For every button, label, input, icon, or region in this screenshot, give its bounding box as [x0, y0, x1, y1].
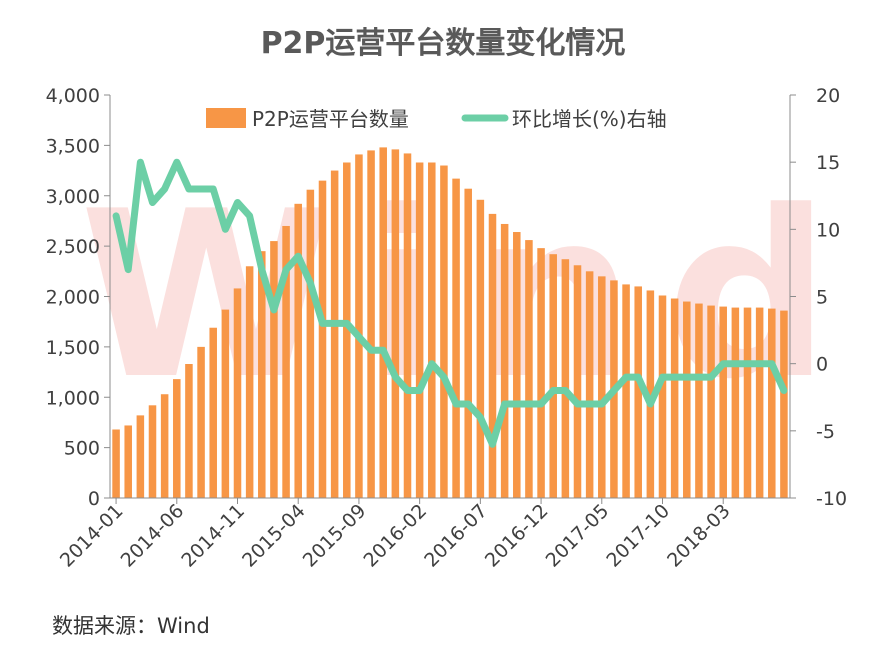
bar-2014-02	[124, 425, 132, 498]
bar-2017-07	[622, 284, 630, 498]
bar-2014-06	[173, 379, 181, 498]
bar-2017-02	[561, 259, 570, 498]
legend-swatch-bars	[206, 108, 246, 128]
left-tick-label: 1,500	[46, 337, 100, 359]
bar-2014-01	[112, 429, 120, 498]
bar-2014-08	[197, 346, 205, 498]
bar-2016-02	[415, 162, 424, 498]
bar-2014-05	[160, 394, 169, 498]
bar-2016-10	[513, 232, 521, 498]
line-series	[112, 158, 788, 448]
bar-2017-11	[670, 298, 679, 498]
source-note: 数据来源：Wind	[52, 614, 210, 638]
right-tick-label: 10	[816, 219, 840, 241]
bar-2018-01	[695, 303, 703, 498]
bar-2017-04	[585, 271, 594, 498]
bar-2018-05	[743, 307, 752, 498]
bar-2017-01	[549, 254, 557, 498]
left-tick-label: 0	[88, 488, 100, 510]
bar-2015-02	[270, 241, 278, 498]
x-tick-label: 2017-10	[602, 500, 674, 572]
bar-2015-09	[355, 154, 363, 498]
bar-2014-03	[136, 415, 145, 498]
left-tick-label: 500	[64, 438, 100, 460]
left-tick-label: 4,000	[46, 85, 100, 107]
bar-2017-08	[634, 286, 642, 498]
bar-2015-06	[318, 180, 327, 498]
bar-2017-12	[683, 301, 691, 498]
bar-2016-12	[537, 248, 545, 498]
left-tick-label: 3,000	[46, 186, 100, 208]
bar-2017-05	[598, 276, 606, 498]
bar-2015-04	[294, 203, 302, 498]
bar-2018-06	[755, 307, 764, 498]
bar-2016-11	[525, 240, 533, 498]
bar-2016-06	[464, 188, 472, 498]
bar-2015-08	[343, 162, 351, 498]
bar-2018-08	[780, 310, 788, 498]
bar-2016-09	[500, 223, 509, 498]
right-tick-label: 15	[816, 152, 840, 174]
left-tick-label: 2,000	[46, 287, 100, 309]
x-tick-label: 2016-07	[420, 500, 492, 572]
legend-label-line: 环比增长(%)右轴	[512, 107, 667, 131]
bar-2015-11	[379, 147, 387, 498]
x-tick-label: 2016-02	[359, 500, 431, 572]
x-tick-label: 2014-01	[56, 500, 128, 572]
right-tick-label: 0	[816, 354, 828, 376]
bar-2018-04	[731, 307, 740, 498]
x-tick-label: 2018-03	[663, 500, 735, 572]
right-tick-label: -5	[816, 421, 835, 443]
bar-2015-12	[391, 149, 400, 498]
bar-2014-11	[233, 288, 242, 498]
bar-2016-08	[488, 213, 497, 498]
x-tick-label: 2014-06	[117, 500, 189, 572]
left-tick-label: 2,500	[46, 236, 100, 258]
bar-2016-03	[428, 162, 436, 498]
bar-2014-07	[185, 364, 193, 498]
x-tick-label: 2016-12	[481, 500, 553, 572]
bar-2017-09	[646, 290, 655, 498]
right-tick-label: 20	[816, 85, 840, 107]
bar-2018-03	[719, 306, 727, 498]
left-tick-label: 3,500	[46, 135, 100, 157]
growth-line	[112, 158, 788, 448]
bar-2015-03	[282, 225, 290, 498]
bar-2016-07	[476, 199, 485, 498]
legend: P2P运营平台数量 环比增长(%)右轴	[206, 107, 667, 131]
legend-label-bars: P2P运营平台数量	[252, 107, 409, 131]
right-tick-label: -10	[816, 488, 847, 510]
bar-2016-04	[440, 165, 448, 498]
left-tick-label: 1,000	[46, 387, 100, 409]
bar-series	[112, 147, 788, 498]
x-tick-label: 2014-11	[177, 500, 249, 572]
bar-2015-07	[330, 170, 339, 498]
bar-2014-04	[148, 405, 157, 498]
bar-2014-10	[221, 309, 230, 498]
chart-title: P2P运营平台数量变化情况	[260, 26, 626, 61]
bar-2018-02	[707, 305, 715, 498]
bar-2015-05	[306, 189, 315, 498]
bar-2014-09	[209, 327, 217, 498]
bar-2016-05	[452, 178, 460, 498]
x-tick-label: 2015-04	[238, 500, 310, 572]
bar-2016-01	[403, 153, 412, 498]
right-tick-label: 5	[816, 287, 828, 309]
x-tick-label: 2017-05	[542, 500, 614, 572]
x-tick-label: 2015-09	[299, 500, 371, 572]
bar-2015-10	[367, 150, 375, 498]
bar-2017-10	[658, 295, 667, 498]
bar-2014-12	[245, 266, 254, 498]
bar-2017-03	[573, 265, 582, 498]
bar-2018-07	[768, 308, 776, 498]
bar-2015-01	[258, 251, 266, 498]
